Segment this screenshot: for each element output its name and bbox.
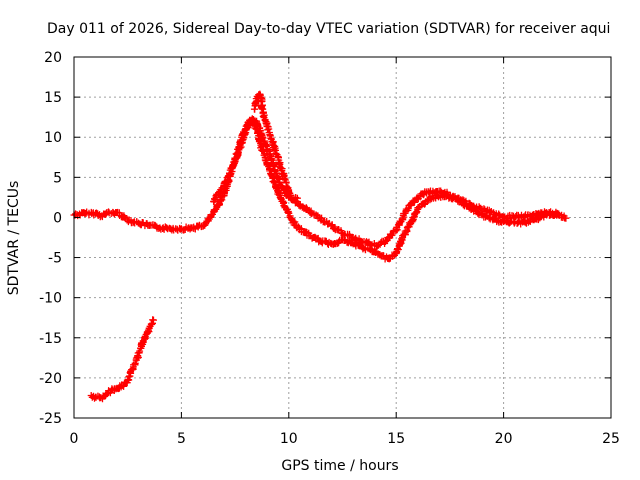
- chart-title: Day 011 of 2026, Sidereal Day-to-day VTE…: [47, 21, 610, 37]
- y-tick-label: -5: [48, 251, 62, 267]
- x-tick-label: 10: [280, 431, 298, 447]
- x-tick-label: 15: [387, 431, 405, 447]
- plot-border: [73, 56, 612, 419]
- y-tick-label: -15: [39, 331, 62, 347]
- y-tick-label: -10: [39, 291, 62, 307]
- series-upper-band: [210, 117, 561, 250]
- tick-labels: 0 5 10 15 20 25 -25 -20 -15 -10 -5 0 5 10 15 20: [39, 50, 620, 447]
- y-tick-label: 20: [44, 50, 62, 66]
- x-axis-label: GPS time / hours: [281, 458, 398, 474]
- y-tick-label: 5: [53, 170, 62, 186]
- y-tick-label: 15: [44, 90, 62, 106]
- series-lower-arc: [87, 316, 157, 403]
- y-tick-label: 10: [44, 130, 62, 146]
- grid: [74, 57, 611, 418]
- x-tick-label: 5: [177, 431, 186, 447]
- x-tick-label: 0: [70, 431, 79, 447]
- x-tick-label: 25: [602, 431, 620, 447]
- axis-ticks: [73, 56, 612, 419]
- series-markers-lower-arc: [87, 316, 157, 403]
- y-axis-label: SDTVAR / TECUs: [6, 181, 22, 296]
- y-tick-label: -20: [39, 371, 62, 387]
- y-tick-label: -25: [39, 411, 62, 427]
- x-tick-label: 20: [495, 431, 513, 447]
- data-points: [70, 90, 570, 403]
- series-spikes: [250, 90, 301, 204]
- series-markers-upper-band: [210, 117, 561, 250]
- y-tick-label: 0: [53, 210, 62, 226]
- series-markers-spikes: [250, 90, 301, 204]
